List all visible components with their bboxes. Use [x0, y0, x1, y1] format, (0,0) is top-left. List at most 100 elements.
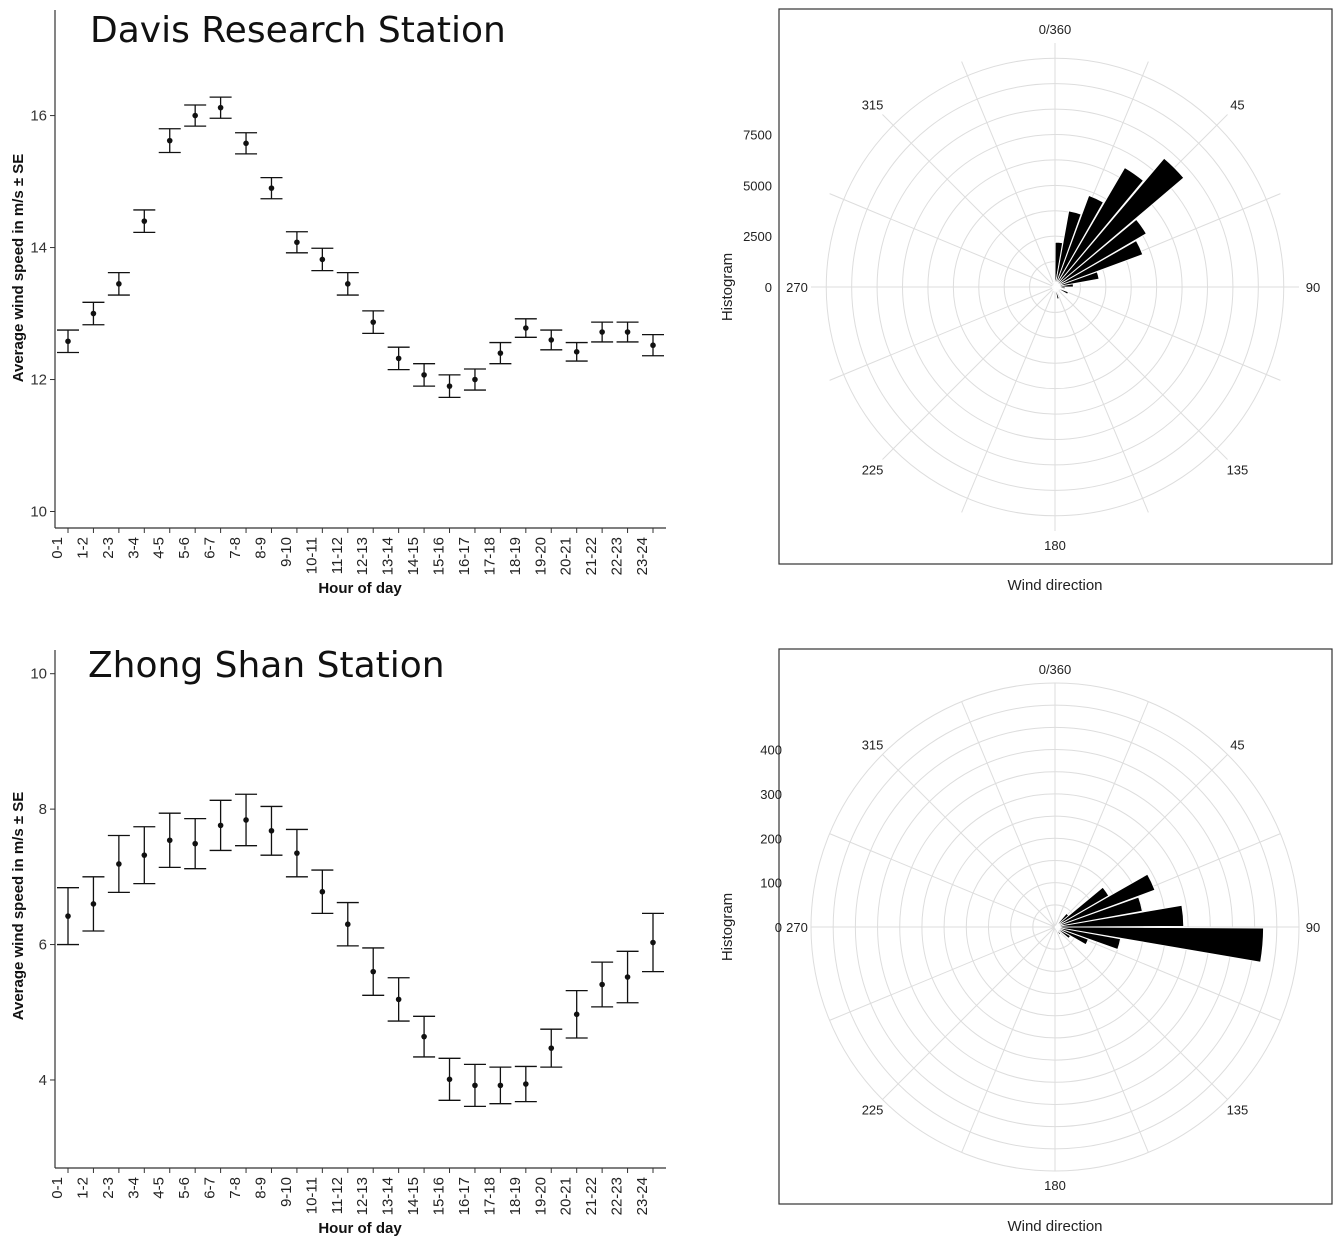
- mean-point: [344, 281, 351, 287]
- zhongshan-wind-speed-panel: Zhong Shan Station 4 6 8 10 0-1 1-2 2-3 3-4 4-5 5…: [10, 645, 666, 1237]
- x-tick-label: 20-21: [558, 1177, 575, 1215]
- radial-tick-label: 5000: [743, 178, 772, 193]
- direction-bar: [1054, 286, 1056, 292]
- direction-tick-label: 180: [1044, 1178, 1066, 1193]
- x-tick-label: 18-19: [507, 1177, 524, 1215]
- x-tick-label: 13-14: [380, 1177, 397, 1215]
- mean-point: [548, 1045, 555, 1051]
- davis-wind-speed-panel: Davis Research Station 10 12 14 16 0-1 1-2 2-3…: [10, 10, 666, 597]
- direction-bar: [1054, 896, 1143, 928]
- x-tick-label: 9-10: [278, 1177, 295, 1207]
- x-tick-label: 5-6: [176, 537, 193, 559]
- x-tick-label: 15-16: [431, 1177, 448, 1215]
- y-tick-label: 12: [30, 372, 47, 389]
- davis-histogram-label: Histogram: [719, 253, 736, 321]
- mean-point: [650, 342, 656, 349]
- direction-tick-label: 135: [1227, 1102, 1249, 1117]
- x-tick-label: 15-16: [431, 537, 448, 575]
- direction-tick-label: 225: [862, 1102, 884, 1117]
- direction-tick-label: 0/360: [1039, 662, 1072, 677]
- zhongshan-histogram-label: Histogram: [719, 893, 736, 961]
- x-tick-label: 9-10: [278, 537, 295, 567]
- mean-point: [319, 256, 326, 263]
- x-tick-label: 7-8: [227, 537, 244, 559]
- x-tick-label: 0-1: [49, 1177, 66, 1199]
- mean-point: [116, 861, 122, 867]
- ring-gridline: [832, 704, 1278, 1150]
- ring-gridline: [851, 83, 1259, 491]
- x-tick-label: 2-3: [100, 537, 117, 559]
- x-tick-label: 16-17: [456, 537, 473, 575]
- x-tick-label: 8-9: [252, 537, 269, 559]
- x-tick-label: 4-5: [151, 1177, 168, 1199]
- direction-tick-label: 90: [1306, 280, 1320, 295]
- x-tick-label: 12-13: [354, 537, 371, 575]
- mean-point: [243, 817, 249, 823]
- mean-point: [141, 218, 148, 224]
- mean-point: [319, 888, 326, 895]
- direction-tick-label: 225: [862, 462, 884, 477]
- direction-bar: [1054, 286, 1060, 293]
- x-tick-label: 6-7: [202, 1177, 219, 1199]
- ring-gridline: [854, 726, 1256, 1128]
- direction-tick-label: 90: [1306, 920, 1320, 935]
- y-tick-label: 14: [30, 240, 47, 257]
- ring-gridline: [952, 184, 1158, 390]
- direction-bar: [1054, 926, 1264, 963]
- mean-point: [294, 850, 300, 856]
- ring-gridline: [978, 210, 1132, 364]
- direction-bar: [1054, 218, 1147, 288]
- mean-point: [166, 137, 173, 144]
- mean-point: [90, 310, 97, 317]
- mean-point: [243, 140, 249, 147]
- ring-gridline: [927, 159, 1183, 415]
- radial-gridline: [961, 61, 1056, 288]
- radial-gridline: [882, 286, 1056, 460]
- x-tick-label: 19-20: [532, 537, 549, 575]
- direction-bar: [1054, 904, 1185, 928]
- mean-point: [650, 939, 656, 946]
- mean-point: [497, 1082, 504, 1089]
- mean-point: [344, 921, 351, 928]
- davis-wind-direction-label: Wind direction: [1007, 577, 1102, 594]
- mean-point: [624, 974, 631, 980]
- radial-gridline: [1054, 754, 1228, 928]
- radial-gridline: [961, 286, 1056, 513]
- radial-gridline: [829, 193, 1056, 288]
- x-tick-label: 3-4: [125, 537, 142, 559]
- mean-point: [192, 840, 198, 847]
- radial-gridline: [1054, 701, 1149, 928]
- x-tick-label: 18-19: [507, 537, 524, 575]
- radial-gridline: [829, 926, 1056, 1021]
- x-tick-label: 13-14: [380, 537, 397, 575]
- mean-point: [472, 376, 478, 383]
- x-tick-label: 8-9: [252, 1177, 269, 1199]
- radial-tick-label: 2500: [743, 229, 772, 244]
- davis-wind-rose-panel: 0/360 45 90 135 180 225 270 315 0 2500 5000 7500 Wi…: [719, 8, 1333, 594]
- direction-bar: [1054, 926, 1089, 946]
- direction-bar: [1054, 926, 1121, 950]
- x-tick-label: 22-23: [609, 1177, 626, 1215]
- zhongshan-title: Zhong Shan Station: [88, 645, 445, 686]
- mean-point: [65, 338, 71, 345]
- direction-tick-label: 45: [1230, 98, 1244, 113]
- radial-gridline: [961, 926, 1056, 1153]
- ring-gridline: [876, 108, 1234, 466]
- x-tick-label: 1-2: [74, 537, 91, 559]
- mean-point: [497, 350, 504, 356]
- radial-gridline: [1054, 926, 1149, 1153]
- direction-tick-label: 315: [862, 738, 884, 753]
- x-tick-label: 19-20: [532, 1177, 549, 1215]
- mean-point: [217, 822, 224, 829]
- direction-bar: [1054, 926, 1062, 936]
- x-tick-label: 21-22: [583, 1177, 600, 1215]
- x-tick-label: 0-1: [49, 537, 66, 559]
- direction-bar: [1054, 873, 1156, 928]
- x-tick-label: 3-4: [125, 1177, 142, 1199]
- mean-point: [573, 349, 580, 355]
- x-tick-label: 23-24: [634, 537, 651, 575]
- mean-point: [599, 981, 605, 988]
- direction-bar: [1054, 886, 1110, 928]
- x-tick-label: 14-15: [405, 537, 422, 575]
